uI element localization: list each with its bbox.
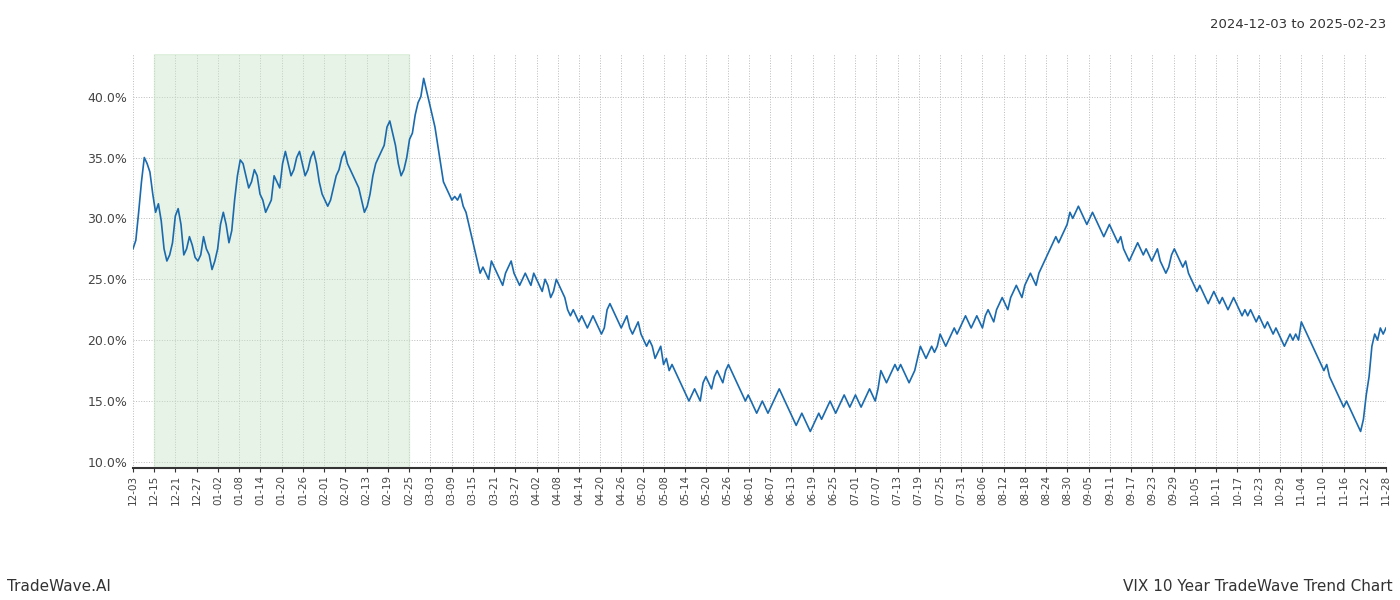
Text: 2024-12-03 to 2025-02-23: 2024-12-03 to 2025-02-23: [1210, 18, 1386, 31]
Text: TradeWave.AI: TradeWave.AI: [7, 579, 111, 594]
Bar: [154, 54, 409, 468]
Text: VIX 10 Year TradeWave Trend Chart: VIX 10 Year TradeWave Trend Chart: [1123, 579, 1393, 594]
